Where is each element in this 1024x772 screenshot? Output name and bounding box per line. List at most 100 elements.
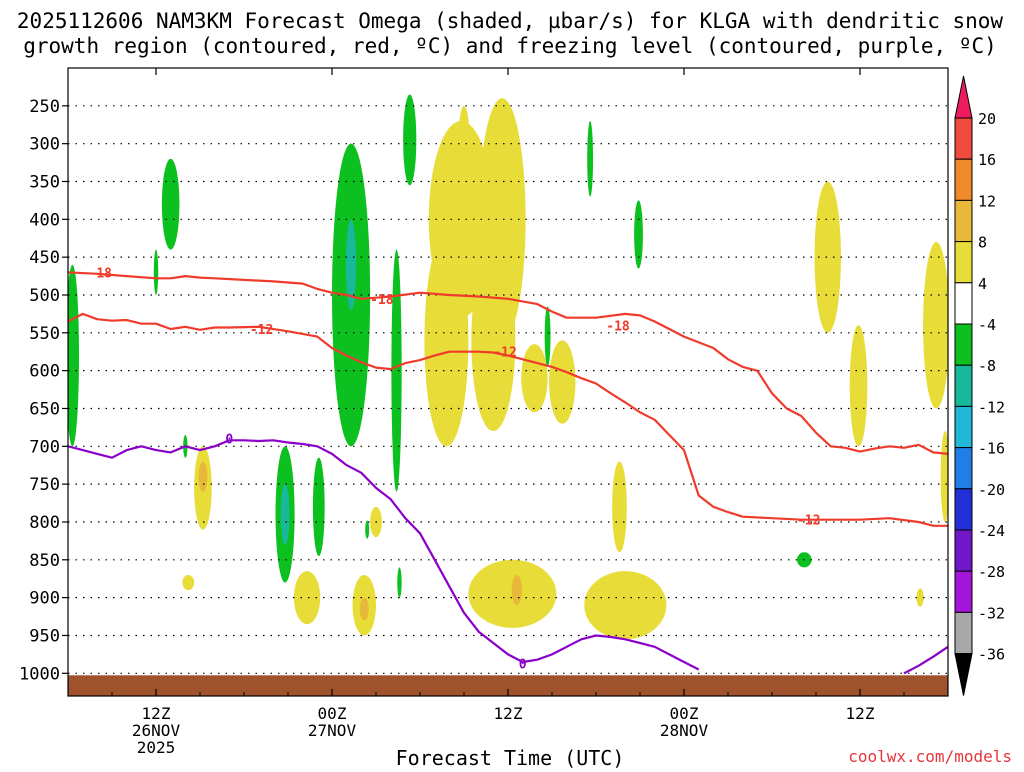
y-tick-label-750: 750 xyxy=(29,475,60,495)
omega-region-5 xyxy=(359,597,369,621)
colorbar-cell-7 xyxy=(954,364,973,407)
x-tick-label-3-0: 00Z xyxy=(670,704,699,723)
omega-region-35 xyxy=(544,306,551,367)
colorbar-label-8: -16 xyxy=(978,440,1005,458)
freezing-line-seg-1 xyxy=(903,645,948,675)
colorbar-label-2: 12 xyxy=(978,192,996,210)
contour-label--18-0: -18 xyxy=(89,266,113,281)
omega-region-19 xyxy=(849,325,868,447)
colorbar-label-13: -36 xyxy=(978,646,1005,664)
omega-region-23 xyxy=(68,264,79,447)
colorbar-label-5: -4 xyxy=(978,316,996,334)
x-axis-label: Forecast Time (UTC) xyxy=(396,746,625,768)
omega-region-8 xyxy=(424,234,469,447)
omega-region-33 xyxy=(397,567,402,598)
colorbar-cell-3 xyxy=(954,199,973,243)
source-credit[interactable]: coolwx.com/models xyxy=(848,747,1012,766)
colorbar-label-6: -8 xyxy=(978,357,996,375)
colorbar-label-10: -24 xyxy=(978,522,1005,540)
omega-region-24 xyxy=(161,158,180,250)
y-tick-label-800: 800 xyxy=(29,513,60,533)
colorbar-label-11: -28 xyxy=(978,563,1005,581)
colorbar-cell-11 xyxy=(954,529,973,572)
freezing-line-seg-0 xyxy=(68,439,700,671)
colorbar-cell-12 xyxy=(954,570,973,613)
y-tick-label-650: 650 xyxy=(29,399,60,419)
omega-region-13 xyxy=(549,340,576,424)
colorbar-bottom-arrow xyxy=(954,653,973,696)
contour-label--18-2: -18 xyxy=(606,319,630,334)
contour-line--18 xyxy=(68,271,948,455)
y-tick-label-900: 900 xyxy=(29,589,60,609)
contour-label--18-1: -18 xyxy=(370,293,394,308)
omega-region-39 xyxy=(365,520,370,539)
y-tick-label-950: 950 xyxy=(29,626,60,646)
colorbar-cell-8 xyxy=(954,405,973,449)
ground-layer xyxy=(68,675,948,696)
omega-region-37 xyxy=(634,200,643,269)
y-tick-label-1000: 1000 xyxy=(19,664,60,684)
temperature-contours xyxy=(68,271,948,675)
colorbar: 20 16 12 8 4 -4 -8 -12 -16 -20 -24 -28 -32 -36 xyxy=(954,75,1005,696)
omega-region-29 xyxy=(312,457,325,557)
x-tick-label-1-0: 00Z xyxy=(318,704,347,723)
omega-region-15 xyxy=(511,574,522,606)
colorbar-label-7: -12 xyxy=(978,398,1005,416)
chart-title-line2: growth region (contoured, red, ºC) and f… xyxy=(23,34,997,58)
y-tick-label-400: 400 xyxy=(29,210,60,230)
omega-region-20 xyxy=(923,242,948,409)
y-tick-label-350: 350 xyxy=(29,172,60,192)
y-tick-label-300: 300 xyxy=(29,135,60,155)
contour-label--12-2: -12 xyxy=(797,514,820,529)
chart-title-line1: 2025112606 NAM3KM Forecast Omega (shaded… xyxy=(17,9,1004,33)
omega-region-2 xyxy=(182,574,195,591)
omega-region-32 xyxy=(391,249,402,492)
y-tick-label-600: 600 xyxy=(29,362,60,382)
omega-region-1 xyxy=(198,461,208,492)
omega-region-3 xyxy=(293,571,321,625)
colorbar-cell-10 xyxy=(954,488,973,531)
omega-region-31 xyxy=(345,219,357,311)
omega-shading xyxy=(68,94,948,640)
x-tick-label-3-1: 28NOV xyxy=(660,721,709,740)
colorbar-cell-1 xyxy=(954,117,973,160)
y-tick-label-450: 450 xyxy=(29,248,60,268)
x-tick-label-0-1: 26NOV xyxy=(132,721,181,740)
omega-region-12 xyxy=(521,344,548,413)
colorbar-cell-5 xyxy=(954,282,973,325)
colorbar-label-12: -32 xyxy=(978,604,1005,622)
freezing-label-1: 0 xyxy=(519,657,527,672)
contour-label--12-0: -12 xyxy=(250,323,273,338)
omega-region-16 xyxy=(584,571,667,640)
colorbar-label-0: 20 xyxy=(978,110,996,128)
colorbar-label-3: 8 xyxy=(978,234,987,252)
colorbar-label-9: -20 xyxy=(978,481,1005,499)
omega-region-28 xyxy=(280,484,290,545)
omega-region-9 xyxy=(456,105,472,243)
colorbar-cell-2 xyxy=(954,158,973,201)
omega-region-36 xyxy=(587,120,594,197)
omega-region-11 xyxy=(471,249,516,432)
y-tick-label-250: 250 xyxy=(29,97,60,117)
y-tick-label-550: 550 xyxy=(29,324,60,344)
x-tick-label-2-0: 12Z xyxy=(494,704,523,723)
y-tick-label-850: 850 xyxy=(29,551,60,571)
x-tick-label-4-0: 12Z xyxy=(846,704,875,723)
y-tick-label-500: 500 xyxy=(29,286,60,306)
colorbar-cell-6 xyxy=(954,323,973,366)
contour-labels: -18 -18 -18 -12 -12 -12 0 0 xyxy=(89,266,821,672)
x-tick-label-1-1: 27NOV xyxy=(308,721,357,740)
omega-region-22 xyxy=(916,588,924,607)
x-tick-label-0-2: 2025 xyxy=(137,738,176,757)
contour-label--12-1: -12 xyxy=(493,346,516,361)
omega-region-25 xyxy=(153,249,159,295)
colorbar-label-1: 16 xyxy=(978,151,996,169)
colorbar-top-arrow xyxy=(954,75,973,119)
colorbar-cell-4 xyxy=(954,241,973,284)
omega-region-17 xyxy=(612,461,627,553)
colorbar-label-4: 4 xyxy=(978,275,987,293)
x-tick-label-0-0: 12Z xyxy=(142,704,171,723)
